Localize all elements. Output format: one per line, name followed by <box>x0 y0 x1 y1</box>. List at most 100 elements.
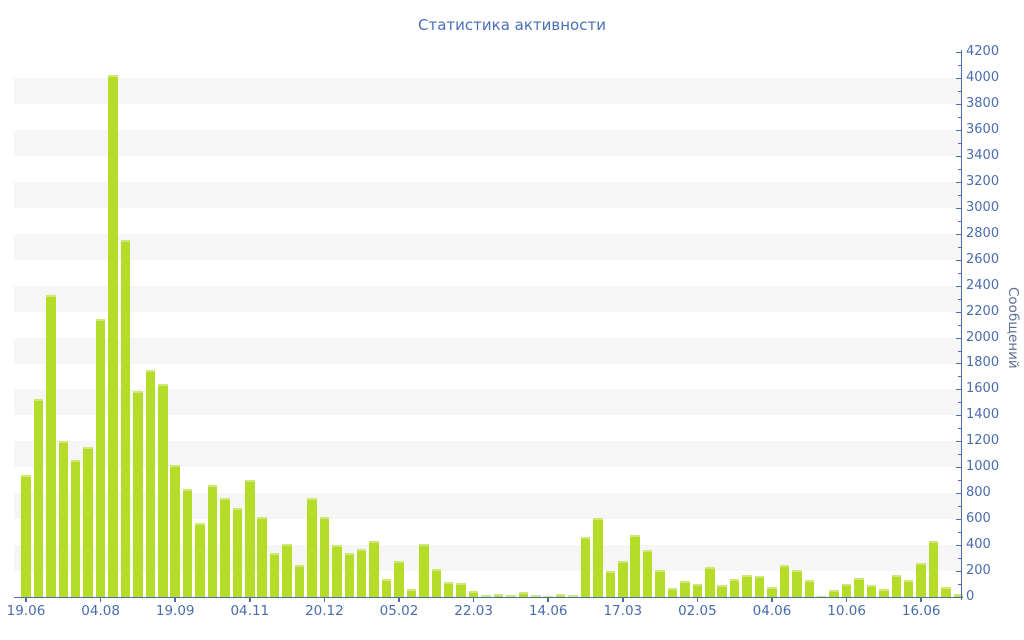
x-axis-tick <box>696 597 699 602</box>
y-axis-minor-tick <box>957 194 961 196</box>
y-axis-minor-tick <box>957 246 961 248</box>
x-axis-tick <box>472 597 475 602</box>
x-tick-label: 19.09 <box>155 603 195 619</box>
y-tick-label: 1800 <box>966 355 1000 371</box>
y-tick-label: 3000 <box>966 199 1000 215</box>
bar <box>779 564 790 597</box>
grid-band <box>14 545 961 572</box>
bar <box>655 569 665 598</box>
y-axis-title: Сообщений <box>1005 286 1021 369</box>
y-tick-label: 3800 <box>966 95 1000 111</box>
bar <box>953 594 964 597</box>
x-tick-label: 20.12 <box>305 603 344 619</box>
bar <box>593 517 603 597</box>
x-axis-tick <box>323 597 326 602</box>
x-tick-label: 17.03 <box>603 603 643 619</box>
grid-band <box>14 129 961 156</box>
bar <box>891 574 902 597</box>
bar <box>332 545 342 597</box>
y-tick-label: 3400 <box>966 147 1000 163</box>
bar <box>245 480 255 597</box>
bar <box>158 384 168 597</box>
bar <box>555 594 566 597</box>
bar <box>406 589 417 597</box>
x-tick-label: 04.11 <box>230 603 270 619</box>
y-tick-label: 800 <box>966 485 991 501</box>
bar <box>680 581 690 597</box>
y-axis-minor-tick <box>957 272 961 274</box>
y-axis-major-tick <box>955 545 961 547</box>
y-tick-label: 2200 <box>966 303 1000 319</box>
bar <box>46 294 56 597</box>
x-tick-label: 19.06 <box>6 603 46 619</box>
x-axis-tick <box>771 597 773 602</box>
grid-band <box>14 441 961 468</box>
bar <box>419 543 429 597</box>
bar <box>580 537 591 597</box>
y-tick-label: 200 <box>966 563 991 578</box>
bar <box>307 498 317 597</box>
bar <box>506 595 516 598</box>
y-axis-major-tick <box>955 337 961 339</box>
bar <box>754 576 765 597</box>
bar <box>170 464 180 597</box>
y-axis-major-tick <box>955 78 961 79</box>
bar <box>866 585 877 597</box>
y-tick-label: 4000 <box>966 70 1000 85</box>
y-axis-minor-tick <box>957 480 961 482</box>
bar <box>854 577 864 597</box>
bar <box>903 580 914 597</box>
bar <box>879 589 889 597</box>
grid-band <box>14 285 961 312</box>
bar <box>21 475 31 597</box>
y-tick-label: 1200 <box>966 433 1000 449</box>
y-axis-minor-tick <box>957 558 961 560</box>
y-axis-major-tick <box>955 129 961 131</box>
grid-band <box>14 78 961 104</box>
bar <box>257 516 267 597</box>
grid-band <box>14 493 961 520</box>
bar <box>792 569 802 598</box>
bar <box>207 485 218 597</box>
bar <box>531 595 541 598</box>
bar <box>481 595 491 598</box>
x-axis-tick <box>845 597 848 602</box>
y-axis-line <box>960 50 962 600</box>
y-axis-minor-tick <box>957 428 961 430</box>
bar <box>729 578 740 597</box>
bar <box>642 550 653 597</box>
grid-band <box>14 389 961 416</box>
y-axis-major-tick <box>955 233 961 235</box>
bar <box>431 569 442 597</box>
x-axis-tick <box>174 597 176 602</box>
y-axis-minor-tick <box>957 506 961 508</box>
x-tick-label: 22.03 <box>454 603 493 619</box>
bar <box>443 582 454 597</box>
bar <box>705 567 715 597</box>
x-tick-label: 10.06 <box>827 603 866 619</box>
bar <box>182 489 193 597</box>
bar <box>369 541 379 597</box>
y-tick-label: 2600 <box>966 251 1000 267</box>
y-axis-major-tick <box>955 519 961 521</box>
bar <box>804 580 815 597</box>
y-axis-major-tick <box>955 52 961 53</box>
bar <box>456 582 466 597</box>
bar <box>220 498 230 597</box>
bar <box>58 441 69 597</box>
y-axis-major-tick <box>955 389 961 391</box>
y-axis-major-tick <box>955 207 961 209</box>
bar <box>717 585 727 597</box>
bar <box>692 584 703 597</box>
x-tick-label: 16.06 <box>901 603 941 619</box>
y-tick-label: 2000 <box>966 329 1000 345</box>
bar <box>928 541 939 597</box>
y-tick-label: 3200 <box>966 173 1000 189</box>
bar <box>282 543 292 597</box>
bar <box>941 586 951 597</box>
x-axis-tick <box>547 597 549 602</box>
y-axis-major-tick <box>955 441 961 443</box>
y-axis-major-tick <box>955 493 961 495</box>
y-axis-major-tick <box>955 155 961 157</box>
x-axis-tick <box>920 597 922 602</box>
